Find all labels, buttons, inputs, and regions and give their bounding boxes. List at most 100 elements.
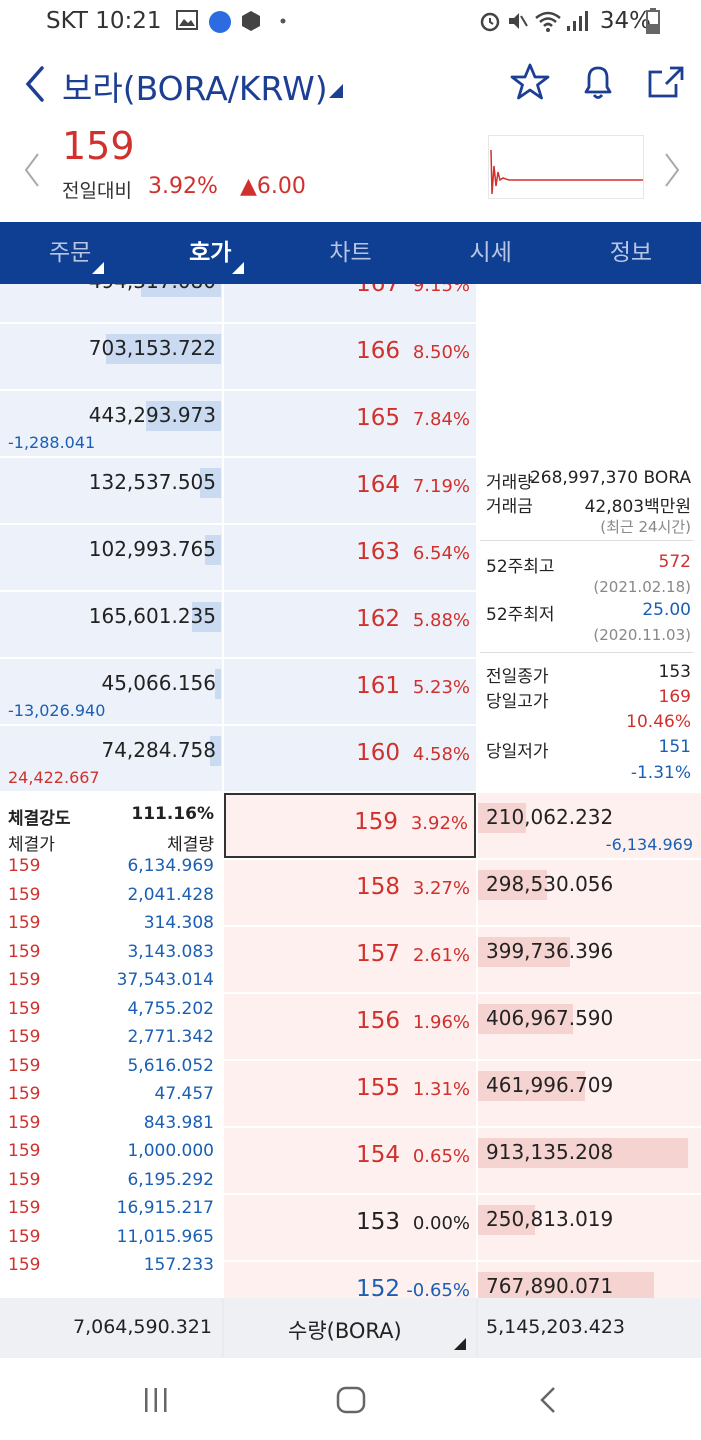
trade-price: 159 <box>8 1112 41 1133</box>
bid-price-cell[interactable]: 158 3.27% <box>224 860 476 925</box>
bid-price-cell[interactable]: 156 1.96% <box>224 994 476 1059</box>
star-favorite-icon[interactable] <box>510 62 550 102</box>
unit-selector[interactable]: 수량(BORA) <box>224 1298 476 1358</box>
trade-qty: 843.981 <box>143 1112 214 1133</box>
bid-price: 158 <box>356 874 400 900</box>
ask-price-cell[interactable]: 164 7.19% <box>224 458 476 523</box>
trade-price: 159 <box>8 884 41 905</box>
ask-row[interactable]: 74,284.758 24,422.667 160 4.58% <box>0 726 701 793</box>
bid-price-cell[interactable]: 155 1.31% <box>224 1061 476 1126</box>
tab-order-label: 주문 <box>48 240 92 266</box>
bid-price-cell[interactable]: 157 2.61% <box>224 927 476 992</box>
bid-volume: 298,530.056 <box>486 872 614 896</box>
tab-order[interactable]: 주문 <box>0 222 140 284</box>
ask-volume: 102,993.765 <box>88 537 216 561</box>
trade-price: 159 <box>8 1084 41 1104</box>
ask-row[interactable]: 443,293.973 -1,288.041 165 7.84% <box>0 391 701 458</box>
bid-depth-bar <box>478 870 547 900</box>
back-arrow-icon[interactable] <box>18 60 54 108</box>
tab-orderbook-label: 호가 <box>189 240 232 266</box>
current-price-row[interactable]: 159 3.92% 210,062.232 -6,134.969 <box>0 793 701 860</box>
bid-price-pct: 3.27% <box>412 878 470 899</box>
home-icon[interactable] <box>335 1384 367 1416</box>
divider <box>480 540 693 541</box>
ask-price-cell[interactable]: 161 5.23% <box>224 659 476 724</box>
share-icon[interactable] <box>646 62 686 102</box>
gallery-icon <box>176 10 198 30</box>
bid-row[interactable]: 152 -0.65% 767,890.071 <box>0 1262 701 1298</box>
bid-row[interactable]: 157 2.61% 399,736.396 <box>0 927 701 994</box>
unit-dropdown-caret <box>454 1338 466 1350</box>
ask-volume-cell: 443,293.973 -1,288.041 <box>0 391 222 456</box>
bid-row[interactable]: 153 0.00% 250,813.019 <box>0 1195 701 1262</box>
ask-row[interactable]: 165,601.235 162 5.88% <box>0 592 701 659</box>
trade-qty: 1,000.000 <box>127 1141 214 1161</box>
app-badge-icon <box>209 11 231 33</box>
bid-price: 152 <box>356 1276 400 1298</box>
ask-depth-bar <box>192 602 221 632</box>
status-time: SKT 10:21 <box>46 8 162 34</box>
ask-price-cell[interactable]: 162 5.88% <box>224 592 476 657</box>
trade-qty: 6,195.292 <box>127 1169 214 1190</box>
ask-price-pct: 7.19% <box>412 476 470 497</box>
ask-volume-change: -1,288.041 <box>8 433 96 452</box>
ask-row[interactable]: 703,153.722 166 8.50% <box>0 324 701 391</box>
trade-price: 159 <box>8 1226 41 1247</box>
ask-price-pct: 5.23% <box>412 677 470 698</box>
bid-price-cell[interactable]: 159 3.92% <box>224 793 476 858</box>
tab-info[interactable]: 정보 <box>561 222 701 284</box>
ask-price: 163 <box>356 539 400 565</box>
ask-price-cell[interactable]: 165 7.84% <box>224 391 476 456</box>
battery-icon <box>646 8 660 34</box>
tab-market[interactable]: 시세 <box>421 222 561 284</box>
prev-coin-arrow-icon[interactable] <box>22 150 42 190</box>
ask-volume: 132,537.505 <box>88 470 216 494</box>
ask-price-cell[interactable]: 167 9.15% <box>224 284 476 322</box>
next-coin-arrow-icon[interactable] <box>662 150 682 190</box>
ask-volume-change: -13,026.940 <box>8 701 106 720</box>
trade-price: 159 <box>8 1198 41 1218</box>
strength-value: 111.16% <box>131 804 214 824</box>
ask-volume-cell: 494,317.080 <box>0 284 222 322</box>
trade-qty: 157.233 <box>143 1255 214 1275</box>
bid-price: 155 <box>356 1075 400 1101</box>
ask-price-cell[interactable]: 163 6.54% <box>224 525 476 590</box>
bid-price-cell[interactable]: 153 0.00% <box>224 1195 476 1260</box>
title-dropdown-caret[interactable] <box>329 84 343 98</box>
ask-row[interactable]: 45,066.156 -13,026.940 161 5.23% <box>0 659 701 726</box>
day-high-label: 당일고가 <box>486 692 549 712</box>
bid-volume-cell: 250,813.019 <box>478 1195 701 1260</box>
ask-price-cell[interactable]: 166 8.50% <box>224 324 476 389</box>
wifi-icon <box>535 11 561 32</box>
amount-label: 거래금 <box>486 497 533 517</box>
bell-alert-icon[interactable] <box>578 62 618 102</box>
tab-chart[interactable]: 차트 <box>280 222 420 284</box>
bid-volume: 461,996.709 <box>486 1073 614 1097</box>
trade-qty: 4,755.202 <box>127 998 214 1019</box>
bid-price: 156 <box>356 1008 400 1034</box>
tab-orderbook[interactable]: 호가 <box>140 222 280 284</box>
trade-qty: 6,134.969 <box>127 856 214 876</box>
bid-depth-bar <box>478 1272 654 1298</box>
bid-price-cell[interactable]: 154 0.65% <box>224 1128 476 1193</box>
high52-label: 52주최고 <box>486 557 555 577</box>
bid-row[interactable]: 158 3.27% 298,530.056 <box>0 860 701 927</box>
bid-row[interactable]: 155 1.31% 461,996.709 <box>0 1061 701 1128</box>
sparkline <box>490 149 643 195</box>
back-nav-icon[interactable] <box>534 1384 566 1416</box>
total-ask-cell: 7,064,590.321 <box>0 1298 222 1358</box>
ask-row[interactable]: 102,993.765 163 6.54% <box>0 525 701 592</box>
mini-price-chart[interactable] <box>488 135 644 199</box>
orderbook[interactable]: 494,317.080 167 9.15% 703,153.722 166 8.50% 44… <box>0 284 701 1298</box>
recent-apps-icon[interactable] <box>140 1384 172 1416</box>
orderbook-totals: 7,064,590.321 수량(BORA) 5,145,203.423 <box>0 1298 701 1358</box>
bid-row[interactable]: 154 0.65% 913,135.208 <box>0 1128 701 1195</box>
amount-value: 42,803백만원 <box>584 497 691 517</box>
bid-price-cell[interactable]: 152 -0.65% <box>224 1262 476 1298</box>
day-low-value: 151 <box>658 737 691 757</box>
ask-row[interactable]: 494,317.080 167 9.15% <box>0 284 701 324</box>
bid-row[interactable]: 156 1.96% 406,967.590 <box>0 994 701 1061</box>
page-title[interactable]: 보라(BORA/KRW) <box>62 69 328 108</box>
ask-price-cell[interactable]: 160 4.58% <box>224 726 476 791</box>
ask-row[interactable]: 132,537.505 164 7.19% <box>0 458 701 525</box>
